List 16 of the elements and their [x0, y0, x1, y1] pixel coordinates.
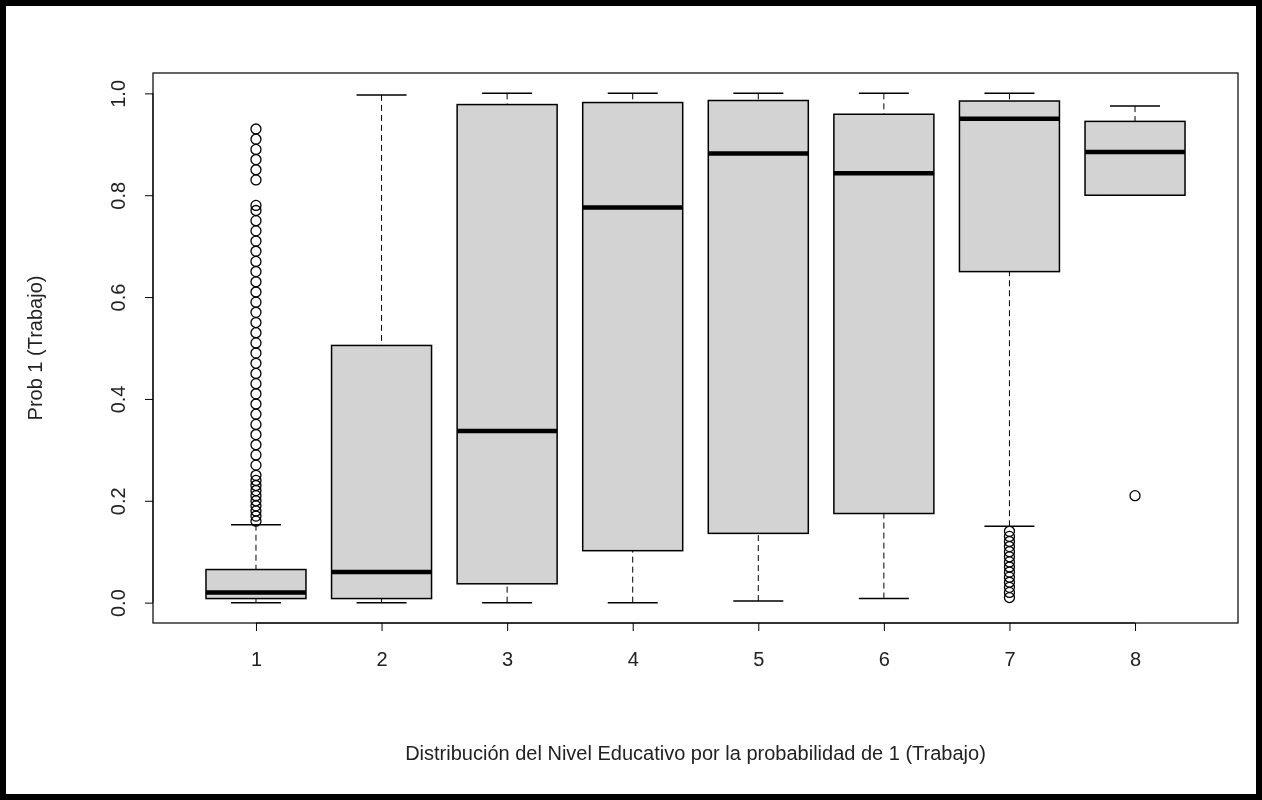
- y-tick-label: 0.6: [107, 283, 129, 312]
- y-tick-label: 0.4: [107, 385, 129, 414]
- y-tick-label: 0.2: [107, 487, 129, 516]
- x-tick-label: 2: [376, 648, 388, 670]
- x-tick-label: 8: [1129, 648, 1142, 670]
- x-tick-label: 1: [250, 648, 263, 670]
- y-tick-label: 1.0: [107, 79, 129, 108]
- x-tick-label: 7: [1004, 648, 1016, 670]
- y-axis-title: Prob 1 (Trabajo): [24, 275, 46, 421]
- x-tick-label: 5: [753, 648, 765, 670]
- y-tick-label: 0.0: [107, 589, 129, 618]
- x-tick-label: 6: [878, 648, 890, 670]
- x-tick-label: 3: [502, 648, 514, 670]
- x-tick-label: 4: [627, 648, 639, 670]
- y-tick-label: 0.8: [107, 181, 129, 210]
- x-axis-title: Distribución del Nivel Educativo por la probabilidad de 1 (Trabajo): [405, 742, 986, 764]
